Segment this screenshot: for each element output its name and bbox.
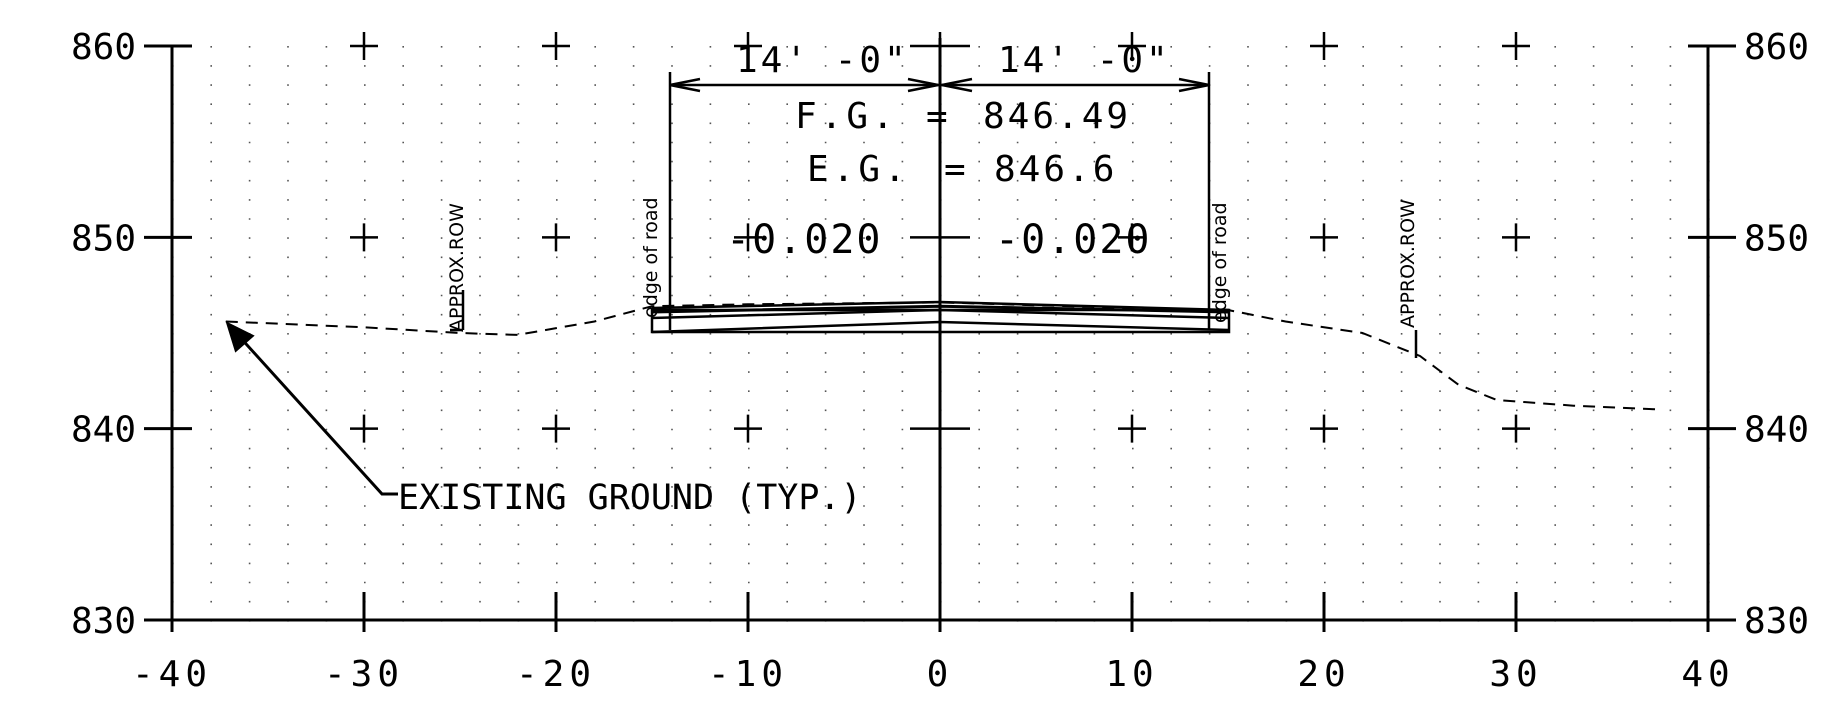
- grid-cross: [350, 32, 378, 60]
- grid-cross: [1118, 414, 1146, 443]
- grid-cross: [1118, 32, 1146, 60]
- axis-tick-labels: 830 830 840 840 850 850 860 860 -40 -30 -20 -10 0 10 2…: [71, 27, 1809, 695]
- x-tick-label: 10: [1105, 654, 1158, 695]
- row-markers: [450, 290, 1418, 358]
- arrow-center-right: [941, 77, 973, 93]
- y-tick-label-right: 830: [1744, 601, 1809, 642]
- x-tick-label: -40: [132, 654, 212, 695]
- axes-frame: [144, 38, 1736, 632]
- existing-ground-leader: [225, 321, 398, 496]
- arrow-center-left: [907, 77, 939, 93]
- grid-cross: [1310, 414, 1338, 443]
- edge-of-road-right-label: edge of road: [1209, 202, 1231, 323]
- y-tick-label-left: 850: [71, 218, 136, 259]
- grid-cross: [1310, 32, 1338, 60]
- existing-grade-label: E.G.: [807, 149, 910, 190]
- axis-ticks: [144, 32, 1736, 632]
- grid-cross: [910, 32, 970, 60]
- grid-cross: [542, 414, 570, 443]
- dimension-lines: [668, 72, 1211, 330]
- cross-slope-right: -0.020: [995, 217, 1152, 263]
- finished-grade-label: F.G.: [795, 96, 898, 137]
- x-tick-label: 20: [1297, 654, 1350, 695]
- grid-cross: [1502, 414, 1530, 443]
- dimension-right-label: 14' -0": [998, 40, 1171, 81]
- template-top-crown: [651, 300, 1230, 312]
- arrow-right-outer: [1178, 77, 1210, 93]
- finished-grade-value: 846.49: [983, 96, 1131, 137]
- edge-of-road-left-label: edge of road: [640, 197, 662, 318]
- template-base-line: [651, 320, 1230, 334]
- grid-cross: [734, 32, 762, 60]
- x-tick-label: 0: [927, 654, 954, 695]
- approx-row-left-label: APPROX.ROW: [446, 203, 468, 332]
- leader-line: [226, 322, 398, 496]
- grid-cross: [542, 223, 570, 252]
- x-tick-label: -30: [324, 654, 404, 695]
- existing-ground-label: EXISTING GROUND (TYP.): [398, 478, 862, 518]
- road-template: [650, 300, 1231, 334]
- dimension-left-label: 14' -0": [736, 40, 909, 81]
- y-tick-label-left: 830: [71, 601, 136, 642]
- template-inner-crown: [651, 308, 1230, 320]
- y-tick-label-left: 840: [71, 410, 136, 451]
- grid-cross: [734, 223, 762, 252]
- x-tick-label: 40: [1681, 654, 1734, 695]
- grid-cross: [910, 223, 970, 252]
- finished-grade-equals: =: [926, 96, 948, 137]
- y-tick-label-right: 840: [1744, 410, 1809, 451]
- x-tick-label: -10: [708, 654, 788, 695]
- grid-cross: [350, 223, 378, 252]
- existing-grade-equals: =: [944, 149, 966, 190]
- existing-grade-value: 846.6: [994, 149, 1117, 190]
- cross-slope-left: -0.020: [726, 217, 883, 263]
- series-lines: [225, 301, 1661, 411]
- y-tick-label-left: 860: [71, 27, 136, 68]
- x-tick-label: -20: [516, 654, 596, 695]
- grid-cross: [542, 32, 570, 60]
- arrow-left-outer: [669, 77, 701, 93]
- grid-cross: [1310, 223, 1338, 252]
- grid-cross: [734, 414, 762, 443]
- leader-arrowhead: [225, 321, 255, 353]
- x-tick-label: 30: [1489, 654, 1542, 695]
- grid-cross: [1118, 223, 1146, 252]
- grid-cross: [1502, 223, 1530, 252]
- approx-row-right-label: APPROX.ROW: [1397, 199, 1419, 328]
- grid-cross: [910, 414, 970, 443]
- existing-ground-line: [225, 301, 1661, 411]
- grid-cross: [1502, 32, 1530, 60]
- grid-cross: [350, 414, 378, 443]
- y-tick-label-right: 860: [1744, 27, 1809, 68]
- y-tick-label-right: 850: [1744, 218, 1809, 259]
